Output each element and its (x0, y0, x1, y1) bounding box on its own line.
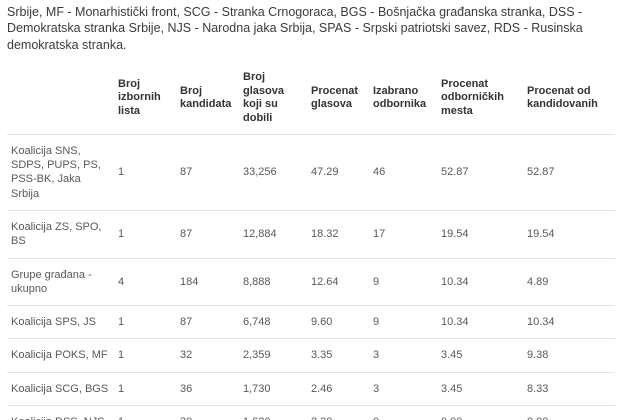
row-label-cell: Koalicija SNS, SDPS, PUPS, PS, PSS-BK, J… (7, 133, 118, 211)
column-header: Izabrano odbornika (373, 84, 427, 111)
table-cell: 18.32 (311, 209, 373, 259)
table-cell: 2,359 (243, 338, 311, 373)
table-header: Broj izbornih lista Broj kandidata Broj gl… (7, 63, 615, 135)
table-row: Grupe građana - ukupno 4 184 8,888 12.64 9 10.… (7, 257, 615, 306)
table-row: Koalicija DSS, NJS1301,6202.3000.000.00 (7, 405, 615, 420)
table-row: Koalicija SNS, SDPS, PUPS, PS, PSS-BK, J… (7, 133, 615, 211)
row-label-cell: Koalicija ZS, SPO, BS (7, 209, 118, 259)
table-cell: 2.30 (311, 405, 373, 420)
table-cell: 33,256 (243, 133, 311, 211)
intro-text: Srbije, MF - Monarhistički front, SCG - … (7, 5, 583, 52)
table-cell: 17 (373, 209, 441, 259)
row-label-cell: Koalicija SCG, BGS (7, 371, 118, 406)
table-cell: 4 (118, 257, 180, 306)
table-cell: 9.38 (527, 338, 615, 373)
table-cell: 184 (180, 257, 243, 306)
table-cell: 9.60 (311, 305, 373, 339)
table-cell: 8,888 (243, 257, 311, 306)
table-cell: 47.29 (311, 133, 373, 211)
table-cell: 1 (118, 133, 180, 211)
column-header: Procenat od kandidovanih (527, 84, 598, 111)
table-cell: 46 (373, 133, 441, 211)
table-row: Koalicija ZS, SPO, BS 1 87 12,884 18.32 17 19.… (7, 209, 615, 259)
table-body: Koalicija SNS, SDPS, PUPS, PS, PSS-BK, J… (7, 133, 615, 420)
table-cell: 1,620 (243, 405, 311, 420)
table-cell: 30 (180, 405, 243, 420)
table-cell: 52.87 (441, 133, 527, 211)
table-cell: 12.64 (311, 257, 373, 306)
table-cell: 4.89 (527, 257, 615, 306)
table-cell: 3.45 (441, 371, 527, 406)
table-row: Koalicija SPS, JS 1 87 6,748 9.60 9 10.34 10.34 (7, 305, 615, 339)
column-header: Broj kandidata (180, 84, 232, 111)
column-header: Procenat odborničkih mesta (441, 77, 504, 118)
row-label-cell: Koalicija SPS, JS (7, 305, 118, 339)
row-label-cell: Grupe građana - ukupno (7, 257, 118, 306)
row-label-cell: Koalicija DSS, NJS (7, 405, 118, 420)
table-cell: 9 (373, 257, 441, 306)
table-cell: 19.54 (527, 209, 615, 259)
column-header: Broj izbornih lista (118, 77, 161, 118)
table-cell: 3 (373, 338, 441, 373)
table-cell: 2.46 (311, 371, 373, 406)
table-cell: 1 (118, 405, 180, 420)
table-cell: 10.34 (441, 305, 527, 339)
table-cell: 87 (180, 209, 243, 259)
table-cell: 1 (118, 209, 180, 259)
table-cell: 0.00 (441, 405, 527, 420)
table-cell: 8.33 (527, 371, 615, 406)
election-results-table: Broj izbornih lista Broj kandidata Broj gl… (7, 63, 615, 420)
table-cell: 0.00 (527, 405, 615, 420)
table-cell: 10.34 (527, 305, 615, 339)
table-header-row: Broj izbornih lista Broj kandidata Broj gl… (7, 63, 615, 135)
table-cell: 1 (118, 371, 180, 406)
table-cell: 1 (118, 338, 180, 373)
table-row: Koalicija POKS, MF 1 32 2,359 3.35 3 3.45 9.38 (7, 338, 615, 373)
column-header (7, 63, 118, 135)
table-cell: 3 (373, 371, 441, 406)
table-cell: 87 (180, 133, 243, 211)
table-cell: 36 (180, 371, 243, 406)
table-row: Koalicija SCG, BGS 1 36 1,730 2.46 3 3.45 8.33 (7, 371, 615, 406)
table-cell: 3.35 (311, 338, 373, 373)
table-cell: 10.34 (441, 257, 527, 306)
table-cell: 6,748 (243, 305, 311, 339)
column-header: Broj glasova koji su dobili (243, 70, 284, 124)
column-header: Procenat glasova (311, 84, 359, 111)
table-cell: 3.45 (441, 338, 527, 373)
table-cell: 12,884 (243, 209, 311, 259)
table-cell: 1 (118, 305, 180, 339)
table-cell: 0 (373, 405, 441, 420)
table-cell: 1,730 (243, 371, 311, 406)
table-cell: 9 (373, 305, 441, 339)
table-cell: 52.87 (527, 133, 615, 211)
table-cell: 32 (180, 338, 243, 373)
table-cell: 87 (180, 305, 243, 339)
row-label-cell: Koalicija POKS, MF (7, 338, 118, 373)
table-cell: 19.54 (441, 209, 527, 259)
